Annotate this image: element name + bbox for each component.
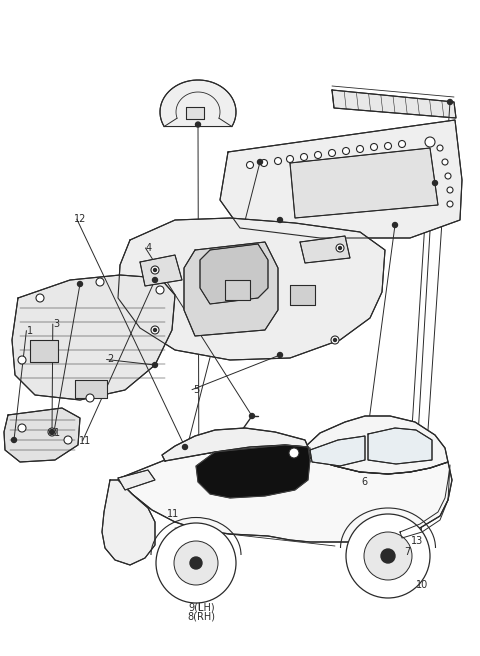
Circle shape <box>364 532 412 580</box>
Polygon shape <box>140 255 182 286</box>
Text: 4: 4 <box>146 243 152 253</box>
Circle shape <box>393 222 397 228</box>
Circle shape <box>153 277 157 283</box>
Polygon shape <box>118 218 385 360</box>
Circle shape <box>384 142 392 150</box>
Polygon shape <box>225 280 250 300</box>
Text: 10: 10 <box>416 580 429 590</box>
Circle shape <box>151 326 159 334</box>
Circle shape <box>277 218 283 222</box>
Polygon shape <box>305 416 448 474</box>
Circle shape <box>287 155 293 163</box>
Circle shape <box>447 201 453 207</box>
Circle shape <box>447 100 453 104</box>
Text: 6: 6 <box>362 476 368 487</box>
Circle shape <box>48 428 56 436</box>
Circle shape <box>338 247 341 249</box>
Circle shape <box>154 268 156 272</box>
Text: 1: 1 <box>54 428 60 438</box>
Circle shape <box>314 152 322 159</box>
Polygon shape <box>75 380 107 398</box>
Circle shape <box>36 294 44 302</box>
Circle shape <box>153 363 157 367</box>
Circle shape <box>343 148 349 155</box>
Polygon shape <box>288 445 310 464</box>
Circle shape <box>328 150 336 157</box>
Polygon shape <box>12 275 175 400</box>
Text: 8(RH): 8(RH) <box>188 611 216 622</box>
Polygon shape <box>118 470 155 490</box>
Circle shape <box>96 278 104 286</box>
Circle shape <box>289 448 299 458</box>
Circle shape <box>156 286 164 294</box>
Circle shape <box>174 541 218 585</box>
Text: 11: 11 <box>79 436 92 446</box>
Circle shape <box>64 436 72 444</box>
Circle shape <box>447 187 453 193</box>
Polygon shape <box>162 428 308 461</box>
Polygon shape <box>220 120 462 238</box>
Circle shape <box>442 159 448 165</box>
Circle shape <box>182 445 188 449</box>
Circle shape <box>154 329 156 331</box>
Text: 7: 7 <box>404 547 410 558</box>
Polygon shape <box>102 480 155 565</box>
Polygon shape <box>30 340 58 362</box>
Circle shape <box>190 557 202 569</box>
Polygon shape <box>196 445 310 498</box>
Polygon shape <box>118 446 452 542</box>
Circle shape <box>77 281 83 287</box>
Circle shape <box>331 336 339 344</box>
Circle shape <box>334 338 336 342</box>
Circle shape <box>18 356 26 364</box>
Text: 1: 1 <box>27 325 33 336</box>
Text: 2: 2 <box>107 354 114 365</box>
Circle shape <box>195 122 201 127</box>
Polygon shape <box>290 285 315 305</box>
Circle shape <box>432 180 437 186</box>
Circle shape <box>398 140 406 148</box>
Circle shape <box>151 266 159 274</box>
Polygon shape <box>310 436 365 466</box>
Circle shape <box>257 159 263 165</box>
Circle shape <box>445 173 451 179</box>
Text: 5: 5 <box>192 384 199 395</box>
Polygon shape <box>368 428 432 464</box>
Polygon shape <box>184 242 278 336</box>
Text: 11: 11 <box>167 509 179 520</box>
Circle shape <box>12 438 16 443</box>
Circle shape <box>156 523 236 603</box>
Text: 13: 13 <box>410 535 423 546</box>
Circle shape <box>86 394 94 402</box>
Text: 9(LH): 9(LH) <box>188 602 215 613</box>
Circle shape <box>336 244 344 252</box>
Polygon shape <box>300 236 350 263</box>
Polygon shape <box>160 80 236 127</box>
Circle shape <box>247 161 253 169</box>
Circle shape <box>275 157 281 165</box>
Polygon shape <box>200 244 268 304</box>
Circle shape <box>371 144 377 150</box>
Circle shape <box>49 430 55 434</box>
Circle shape <box>357 146 363 152</box>
Polygon shape <box>186 107 204 119</box>
Circle shape <box>250 413 254 419</box>
Text: 3: 3 <box>54 319 60 329</box>
Polygon shape <box>332 90 456 118</box>
Circle shape <box>346 514 430 598</box>
Circle shape <box>18 424 26 432</box>
Circle shape <box>381 549 395 563</box>
Circle shape <box>261 159 267 167</box>
Polygon shape <box>290 148 438 218</box>
Polygon shape <box>4 408 80 462</box>
Circle shape <box>437 145 443 151</box>
Text: 12: 12 <box>74 214 87 224</box>
Circle shape <box>300 154 308 161</box>
Circle shape <box>425 137 435 147</box>
Circle shape <box>277 352 283 358</box>
